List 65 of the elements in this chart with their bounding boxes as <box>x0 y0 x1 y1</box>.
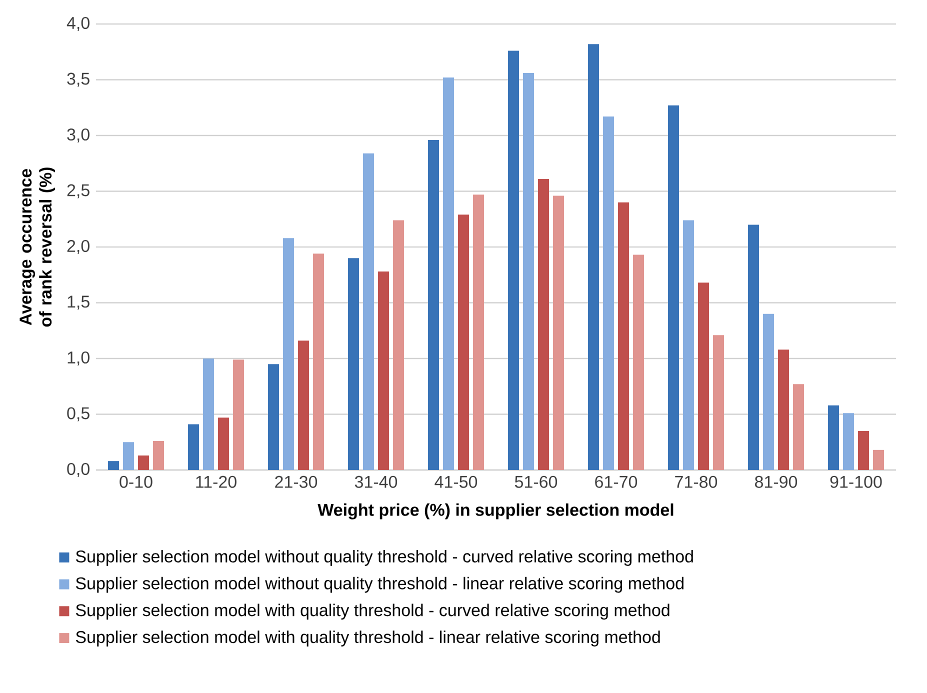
bar <box>393 220 404 470</box>
y-tick-label: 4,0 <box>66 16 90 32</box>
y-tick-label: 0,5 <box>67 407 90 422</box>
x-tick-label: 21-30 <box>275 476 318 488</box>
legend-label: Supplier selection model with quality threshold - linear relative scoring method <box>76 630 660 646</box>
bar <box>683 220 694 470</box>
bar <box>283 238 294 470</box>
x-tick-label: 41-50 <box>434 476 478 488</box>
bar <box>473 194 484 470</box>
y-tick-label: 2,5 <box>67 184 90 198</box>
bar <box>348 258 360 470</box>
bar <box>698 282 710 470</box>
bar <box>538 178 550 470</box>
bar <box>713 335 724 470</box>
bar <box>443 78 454 470</box>
bar <box>828 405 840 470</box>
bar <box>233 360 244 470</box>
bar <box>618 202 630 470</box>
legend-label: Supplier selection model without quality threshold - curved relative scoring method <box>76 550 693 566</box>
y-tick-label: 1,5 <box>68 296 90 310</box>
bar <box>603 116 614 470</box>
bar <box>268 364 280 470</box>
legend-label: Supplier selection model without quality threshold - linear relative scoring method <box>76 576 684 593</box>
y-tick-label: 0,0 <box>67 462 90 478</box>
bar <box>843 413 854 470</box>
x-tick-label: 51-60 <box>514 476 558 488</box>
bar <box>108 461 120 470</box>
y-tick-label: 3,0 <box>67 128 90 143</box>
bar <box>763 314 774 470</box>
bar <box>873 450 884 470</box>
bar <box>203 358 214 470</box>
bar <box>523 73 534 470</box>
bar <box>313 254 324 470</box>
bar <box>668 105 680 470</box>
x-tick-label: 11-20 <box>196 476 236 488</box>
bar <box>778 350 789 470</box>
bar <box>363 153 374 470</box>
bar <box>508 50 520 470</box>
x-tick-label: 81-90 <box>755 476 798 488</box>
x-tick-label: 91-100 <box>830 476 882 488</box>
bar <box>218 418 230 470</box>
y-tick-label: 3,5 <box>67 72 90 87</box>
bar <box>378 272 390 470</box>
bar <box>458 214 470 470</box>
bar <box>858 430 869 470</box>
x-axis-title: Weight price (%) in supplier selection model <box>318 503 674 520</box>
x-tick-label: 0-10 <box>120 476 152 488</box>
y-tick-label: 1,0 <box>68 351 90 366</box>
bar <box>793 384 804 470</box>
bar <box>123 442 134 470</box>
bar <box>138 455 150 470</box>
x-tick-label: 31-40 <box>354 476 398 488</box>
bar <box>188 424 200 470</box>
y-axis-title: Average occurence of rank reversal (%) <box>20 168 55 327</box>
bar <box>633 254 644 470</box>
bar <box>298 340 310 470</box>
bar <box>553 196 564 470</box>
y-tick-label: 2,0 <box>67 240 90 254</box>
bar <box>748 224 760 470</box>
bar <box>588 44 600 470</box>
legend-label: Supplier selection model with quality threshold - curved relative scoring method <box>76 604 670 620</box>
bar <box>153 441 164 470</box>
bar <box>428 140 440 470</box>
x-tick-label: 71-80 <box>675 476 718 488</box>
x-tick-label: 61-70 <box>595 476 638 488</box>
